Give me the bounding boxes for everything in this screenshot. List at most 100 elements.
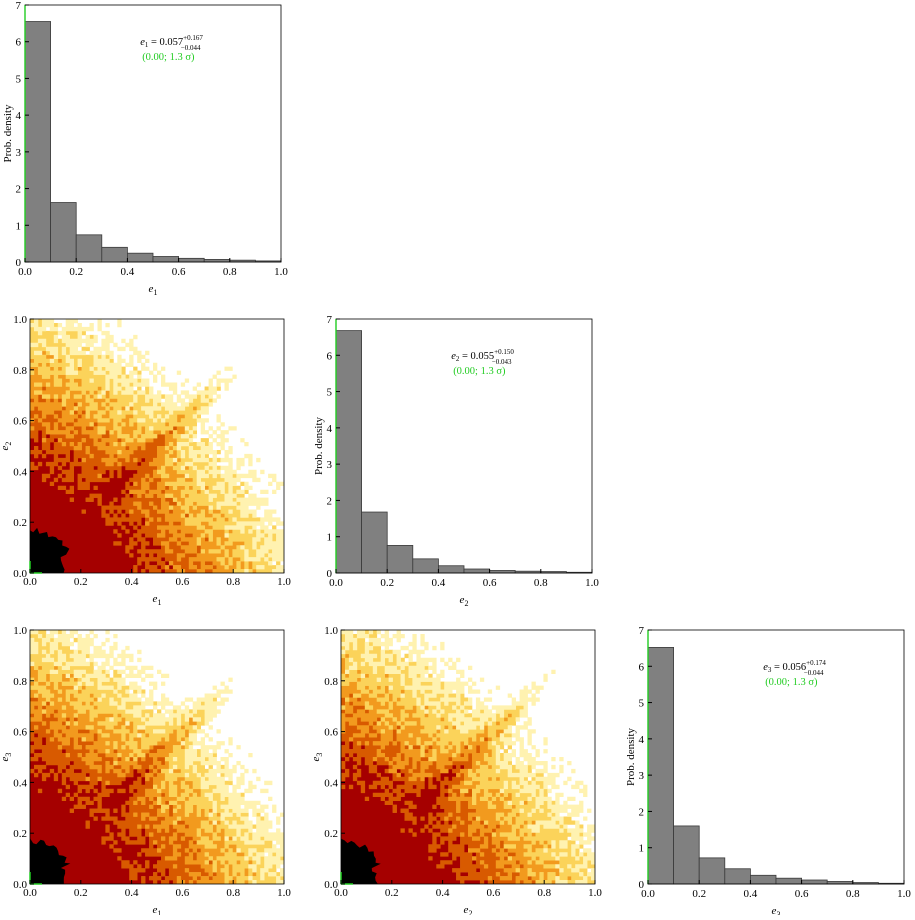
density-e1-e2-ylabel: e2 <box>0 442 13 451</box>
density-e1-e3-ytick-label-3: 0.6 <box>13 727 27 739</box>
density-e2-e3-core-region <box>341 833 381 884</box>
hist-e1-bar-1 <box>50 202 77 263</box>
density-e1-e3-density-level-4 <box>30 630 284 884</box>
hist-e2-annotation-lower: −0.043 <box>492 358 512 366</box>
density-e2-e3-ytick-label-1: 0.2 <box>324 828 338 840</box>
density-e1-e3-xlabel: e1 <box>153 904 162 915</box>
hist-e3-bar-6 <box>801 879 828 885</box>
hist-e1-xtick-label-2: 0.4 <box>121 266 135 278</box>
hist-e3-ytick-label-7: 7 <box>639 625 645 637</box>
hist-e2-bar-5 <box>463 568 491 574</box>
hist-e3-xtick-label-1: 0.2 <box>692 888 706 900</box>
density-e2-e3-density-field <box>341 630 595 884</box>
density-e2-e3-xlabel-var: e <box>464 904 469 915</box>
hist-e1-xtick-label-4: 0.8 <box>223 266 237 278</box>
density-e1-e2-ytick-label-3: 0.6 <box>13 416 27 428</box>
density-e1-e2-frame <box>29 318 285 574</box>
hist-e3-annotation-var: e <box>763 662 768 673</box>
hist-e1-xlabel-var: e <box>149 283 154 295</box>
density-e2-e3-xtick-label-2: 0.4 <box>436 887 450 899</box>
density-e1-e3-xtick-label-3: 0.6 <box>176 887 190 899</box>
hist-e2-annotation-upper: +0.150 <box>494 348 514 356</box>
hist-e3-annotation-upper: +0.174 <box>806 659 826 667</box>
hist-e2-ytick-label-7: 7 <box>327 314 333 326</box>
hist-e2-bar-1 <box>361 511 388 574</box>
density-e1-e3-ytick-label-5: 1.0 <box>13 625 27 637</box>
density-e2-e3-density-level-4 <box>341 630 595 884</box>
hist-e1-annotation-lower: −0.044 <box>181 44 201 52</box>
hist-e3-annotation-value: = 0.056 <box>771 662 806 673</box>
density-e1-e3-xtick-label-2: 0.4 <box>125 887 139 899</box>
density-e1-e2-xtick-label-1: 0.2 <box>74 576 88 588</box>
density-e1-e3-ytick-label-1: 0.2 <box>13 828 27 840</box>
hist-e2-annotation-secondary: (0.00; 1.3 σ) <box>453 366 506 377</box>
density-e2-e3-xtick-label-5: 1.0 <box>588 887 602 899</box>
hist-e1-annotation-var: e <box>140 37 145 48</box>
hist-e2-xtick-label-0: 0.0 <box>329 577 343 589</box>
hist-e2-ytick-label-5: 5 <box>327 387 333 399</box>
hist-e3-bar-2 <box>698 857 726 885</box>
hist-e3-xtick-label-5: 1.0 <box>897 888 911 900</box>
density-e2-e3-xlabel: e2 <box>464 904 473 915</box>
hist-e3-ytick-label-6: 6 <box>639 661 645 673</box>
hist-e3-xlabel: e3 <box>772 905 781 915</box>
density-e2-e3-xtick-label-3: 0.6 <box>487 887 501 899</box>
density-e2-e3-ylabel-sub: 3 <box>315 753 324 757</box>
density-e1-e3-xtick-label-4: 0.8 <box>226 887 240 899</box>
hist-e3-bar-0 <box>647 647 675 885</box>
density-e1-e2-density-field <box>30 319 284 573</box>
density-e1-e3-ytick-label-0: 0.0 <box>13 879 27 891</box>
hist-e3-bar-4 <box>750 874 777 885</box>
hist-e3-xtick-label-0: 0.0 <box>641 888 655 900</box>
hist-e1-xtick-label-3: 0.6 <box>172 266 186 278</box>
hist-e2-ytick-label-2: 2 <box>327 495 333 507</box>
hist-e2-xtick-label-2: 0.4 <box>432 577 446 589</box>
hist-e2-annotation-sub: 2 <box>456 355 460 363</box>
hist-e1-xtick-label-1: 0.2 <box>69 266 83 278</box>
hist-e2-bar-2 <box>386 545 414 574</box>
hist-e3-bar-1 <box>673 825 700 885</box>
hist-e1-xtick-label-0: 0.0 <box>18 266 32 278</box>
hist-e3-annotation: e3 = 0.056+0.174 <box>763 659 826 674</box>
hist-e2-xtick-label-1: 0.2 <box>380 577 394 589</box>
hist-e2-bar-0 <box>335 330 363 574</box>
density-e1-e2-ylabel-var: e <box>0 445 11 450</box>
density-e1-e2-ytick-label-0: 0.0 <box>13 568 27 580</box>
hist-e1-ytick-label-5: 5 <box>16 73 22 85</box>
hist-e1-ytick-label-0: 0 <box>16 257 22 269</box>
hist-e1-annotation-secondary: (0.00; 1.3 σ) <box>142 52 195 63</box>
hist-e1-ytick-label-6: 6 <box>16 37 22 49</box>
hist-e2-ytick-label-0: 0 <box>327 568 333 580</box>
density-e2-e3-ylabel-var: e <box>310 756 322 761</box>
density-e1-e2-core-region <box>30 522 70 573</box>
hist-e2-annotation-value: = 0.055 <box>459 351 494 362</box>
hist-e2-ytick-label-6: 6 <box>327 350 333 362</box>
density-e1-e3-density-level-2 <box>30 665 257 884</box>
density-e2-e3-ylabel: e3 <box>310 753 324 762</box>
density-e1-e3-ylabel: e3 <box>0 753 13 762</box>
hist-e3-ytick-label-0: 0 <box>639 879 645 891</box>
density-e1-e2-xlabel-sub: 1 <box>157 598 161 607</box>
hist-e3-ytick-label-2: 2 <box>639 806 645 818</box>
density-e2-e3-ytick-label-3: 0.6 <box>324 727 338 739</box>
density-e1-e3-core-region <box>30 833 71 884</box>
hist-e1-bar-2 <box>75 234 103 263</box>
density-e1-e2-xlabel: e1 <box>153 593 162 607</box>
density-e1-e2-ytick-label-4: 0.8 <box>13 365 27 377</box>
density-e1-e3-xtick-label-5: 1.0 <box>277 887 291 899</box>
hist-e1-ylabel: Prob. density <box>2 104 14 163</box>
density-e1-e3-ylabel-sub: 3 <box>4 753 13 757</box>
hist-e1-xlabel: e1 <box>149 283 158 297</box>
hist-e1-annotation: e1 = 0.057+0.167 <box>140 34 203 49</box>
hist-e3-bar-5 <box>775 877 803 885</box>
density-e1-e2-xtick-label-3: 0.6 <box>176 576 190 588</box>
density-e2-e3-frame <box>340 629 596 885</box>
density-e1-e2-ylabel-sub: 2 <box>4 442 13 446</box>
density-e1-e2-ytick-label-1: 0.2 <box>13 517 27 529</box>
